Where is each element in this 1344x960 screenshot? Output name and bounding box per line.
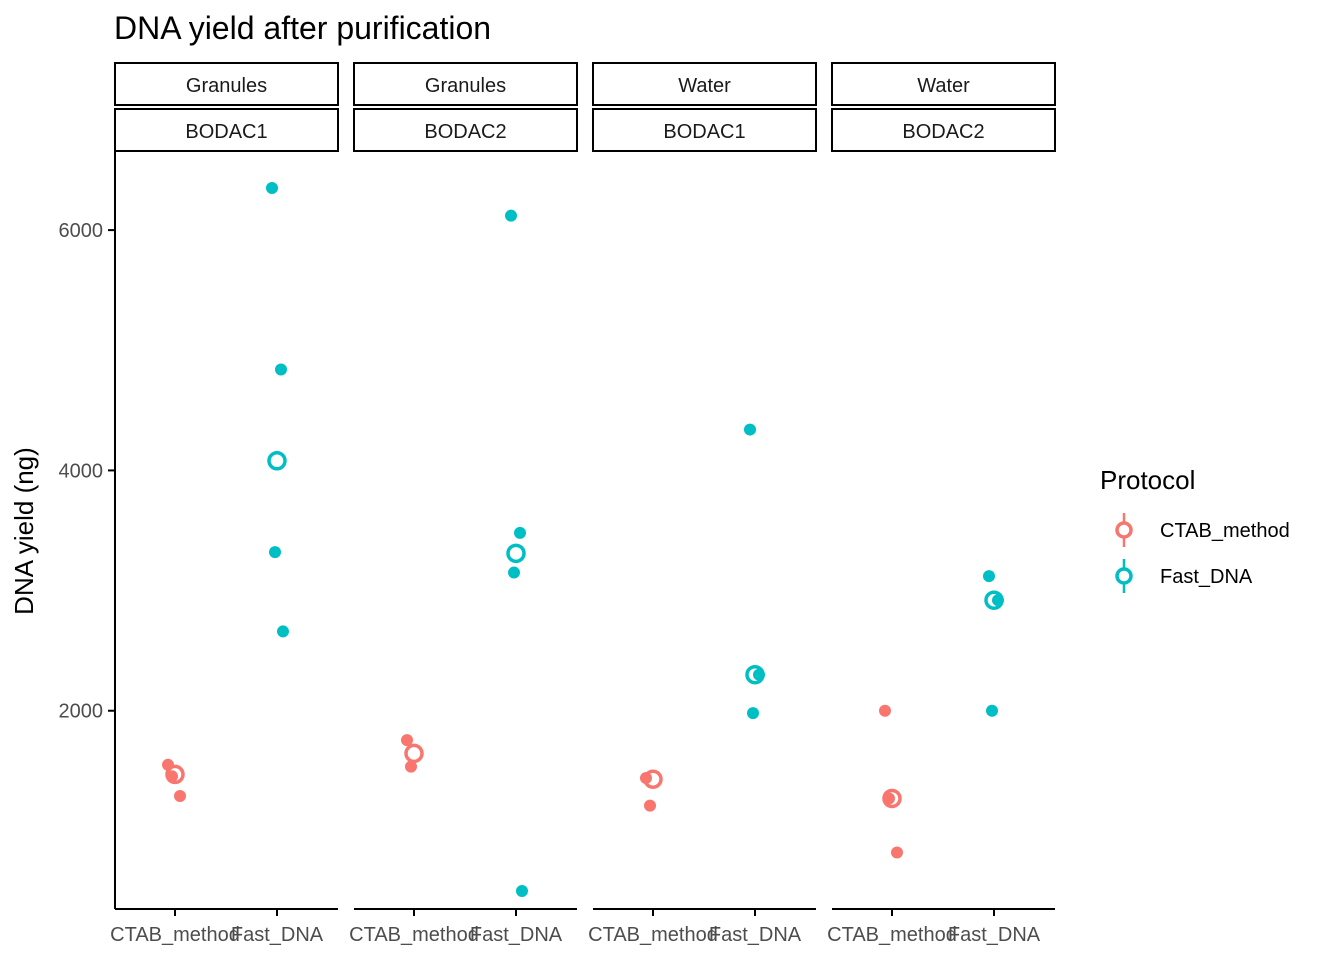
strip-bottom-box <box>831 108 1056 152</box>
x-tick-label: CTAB_method <box>588 924 718 946</box>
mean-marker <box>882 788 902 809</box>
legend-item: Fast_DNA <box>1115 559 1253 593</box>
x-tick-label: Fast_DNA <box>231 924 324 946</box>
strip-bottom-label: BODAC1 <box>663 121 745 143</box>
facet-panels: GranulesBODAC1CTAB_methodFast_DNAGranule… <box>110 62 1056 946</box>
y-tick-label: 6000 <box>59 220 104 242</box>
strip-top-label: Water <box>678 75 731 97</box>
legend-label: Fast_DNA <box>1160 566 1253 588</box>
x-tick-label: Fast_DNA <box>948 924 1041 946</box>
strip-bottom-box <box>592 108 817 152</box>
chart-title: DNA yield after purification <box>114 10 491 46</box>
data-point <box>983 570 995 583</box>
data-point <box>277 625 289 638</box>
legend: Protocol CTAB_method Fast_DNA <box>1100 465 1290 593</box>
legend-label: CTAB_method <box>1160 520 1290 542</box>
legend-item: CTAB_method <box>1115 513 1290 547</box>
data-point <box>986 704 998 717</box>
strip-top-box <box>592 62 817 106</box>
legend-key-marker <box>1115 567 1133 585</box>
x-tick-label: Fast_DNA <box>709 924 802 946</box>
strip-top-box <box>831 62 1056 106</box>
data-point <box>401 734 413 747</box>
x-tick-label: CTAB_method <box>349 924 479 946</box>
data-point <box>405 760 417 773</box>
y-tick-label: 2000 <box>59 701 104 723</box>
mean-marker <box>404 743 424 764</box>
data-point <box>891 846 903 859</box>
strip-bottom-label: BODAC2 <box>424 121 506 143</box>
mean-marker <box>984 590 1004 610</box>
mean-marker <box>165 764 185 785</box>
strip-bottom-box <box>353 108 578 152</box>
data-point <box>744 423 756 436</box>
strip-bottom-label: BODAC1 <box>185 121 267 143</box>
mean-marker <box>267 451 287 471</box>
data-point <box>516 884 528 897</box>
legend-title: Protocol <box>1100 465 1195 495</box>
data-point <box>747 707 759 720</box>
strip-top-label: Granules <box>425 75 506 97</box>
strip-top-box <box>114 62 339 106</box>
mean-marker <box>745 664 765 685</box>
data-point <box>505 209 517 222</box>
strip-top-box <box>353 62 578 106</box>
data-point <box>174 790 186 803</box>
data-point <box>514 526 526 539</box>
data-point <box>879 704 891 717</box>
data-point <box>644 799 656 812</box>
mean-marker <box>643 769 663 789</box>
y-tick-label: 4000 <box>59 460 104 482</box>
y-axis: 2000 4000 6000 <box>59 152 116 909</box>
strip-bottom-box <box>114 108 339 152</box>
x-tick-label: Fast_DNA <box>470 924 563 946</box>
strip-bottom-label: BODAC2 <box>902 121 984 143</box>
x-tick-label: CTAB_method <box>827 924 957 946</box>
data-point <box>269 546 281 559</box>
strip-top-label: Water <box>917 75 970 97</box>
legend-key-marker <box>1115 521 1133 539</box>
mean-marker <box>506 543 526 564</box>
data-point <box>275 363 287 376</box>
x-tick-label: CTAB_method <box>110 924 240 946</box>
data-point <box>508 566 520 579</box>
legend-items: CTAB_method Fast_DNA <box>1115 513 1290 593</box>
data-point <box>266 182 278 195</box>
y-axis-title: DNA yield (ng) <box>9 447 39 615</box>
strip-top-label: Granules <box>186 75 267 97</box>
